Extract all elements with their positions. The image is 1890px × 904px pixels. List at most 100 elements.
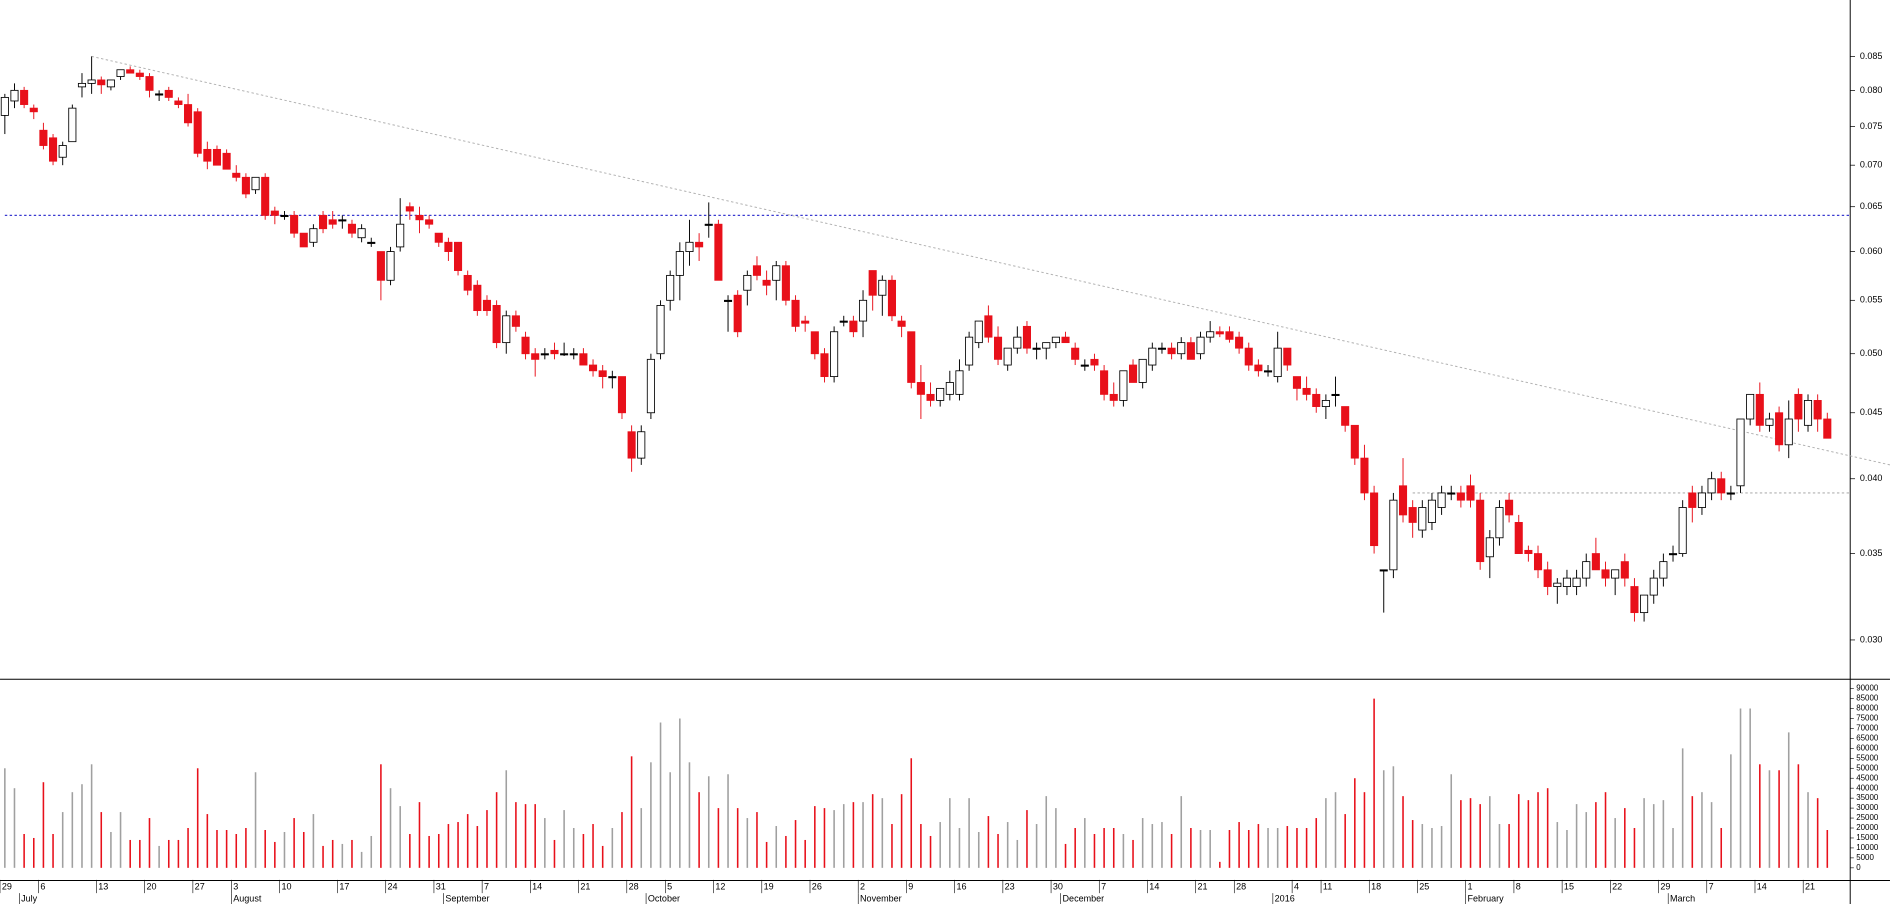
candle-body bbox=[415, 214, 424, 221]
candle-body bbox=[1553, 582, 1562, 587]
y-tick-label: 0.070 bbox=[1860, 160, 1883, 170]
candle-body bbox=[772, 265, 781, 281]
volume-tick-label: 50000 bbox=[1856, 763, 1879, 772]
candle-body bbox=[1794, 393, 1803, 420]
candle-body bbox=[1514, 522, 1523, 554]
candle-body bbox=[1630, 586, 1639, 614]
candle-body bbox=[1090, 358, 1099, 366]
candle-body bbox=[1080, 364, 1089, 367]
candle-body bbox=[1273, 347, 1282, 378]
y-tick-label: 0.030 bbox=[1860, 634, 1883, 644]
candle-body bbox=[1755, 393, 1764, 426]
candle-body bbox=[1813, 400, 1822, 420]
candle-body bbox=[540, 353, 549, 356]
candle-body bbox=[1697, 492, 1706, 508]
candle-body bbox=[1157, 347, 1166, 350]
candle-body bbox=[608, 376, 617, 379]
candle-body bbox=[20, 89, 29, 105]
candle-body bbox=[849, 320, 858, 333]
candle-body bbox=[164, 89, 173, 98]
candle-body bbox=[589, 364, 598, 372]
x-tick-label: 7 bbox=[1709, 882, 1714, 892]
candle-body bbox=[1109, 393, 1118, 401]
candle-body bbox=[1572, 577, 1581, 587]
candle-body bbox=[1427, 499, 1436, 523]
candle-body bbox=[1640, 594, 1649, 614]
volume-tick-label: 30000 bbox=[1856, 803, 1879, 812]
candle-body bbox=[1331, 393, 1340, 397]
candle-body bbox=[1543, 569, 1552, 587]
candle-body bbox=[193, 111, 202, 154]
x-tick-label: 17 bbox=[339, 882, 349, 892]
y-tick-label: 0.080 bbox=[1860, 85, 1883, 95]
volume-tick-label: 80000 bbox=[1856, 704, 1879, 713]
candle-body bbox=[1408, 507, 1417, 523]
y-tick-label: 0.040 bbox=[1860, 473, 1883, 483]
candle-body bbox=[425, 219, 434, 225]
x-tick-label: 20 bbox=[146, 882, 156, 892]
candle-body bbox=[68, 107, 77, 143]
candle-body bbox=[1533, 553, 1543, 571]
candle-body bbox=[1582, 561, 1591, 579]
candle-body bbox=[1611, 569, 1620, 579]
x-tick-label: 27 bbox=[195, 882, 205, 892]
candle-body bbox=[1620, 561, 1629, 579]
candle-body bbox=[434, 232, 443, 243]
candle-body bbox=[1456, 492, 1465, 501]
candle-body bbox=[97, 79, 106, 86]
candle-body bbox=[839, 320, 848, 323]
candle-body bbox=[560, 353, 569, 356]
candle-body bbox=[1466, 485, 1475, 501]
candle-body bbox=[569, 353, 578, 356]
candle-body bbox=[1389, 499, 1398, 571]
candle-body bbox=[1649, 577, 1658, 596]
candle-body bbox=[724, 299, 733, 302]
x-tick-label: 19 bbox=[764, 882, 774, 892]
candle-body bbox=[743, 274, 752, 291]
candle-body bbox=[126, 69, 135, 74]
candle-body bbox=[916, 382, 925, 395]
volume-tick-label: 10000 bbox=[1856, 843, 1879, 852]
x-tick-label: 10 bbox=[281, 882, 291, 892]
x-tick-label: 21 bbox=[1805, 882, 1815, 892]
candle-body bbox=[801, 320, 810, 324]
x-tick-label: 15 bbox=[1564, 882, 1574, 892]
candle-body bbox=[1177, 342, 1186, 355]
candle-body bbox=[695, 241, 704, 248]
volume-tick-label: 70000 bbox=[1856, 724, 1879, 733]
x-tick-label: 8 bbox=[1516, 882, 1521, 892]
y-tick-label: 0.065 bbox=[1860, 201, 1883, 211]
volume-tick-label: 25000 bbox=[1856, 813, 1879, 822]
x-tick-label: 28 bbox=[1236, 882, 1246, 892]
x-tick-label: 21 bbox=[580, 882, 590, 892]
candle-body bbox=[1206, 331, 1215, 338]
x-tick-label: 25 bbox=[1419, 882, 1429, 892]
candle-body bbox=[270, 210, 279, 216]
candle-body bbox=[1678, 507, 1687, 554]
candle-body bbox=[1398, 485, 1408, 516]
candle-body bbox=[376, 251, 385, 281]
candle-body bbox=[1138, 358, 1147, 383]
x-tick-label: 14 bbox=[1149, 882, 1159, 892]
x-tick-label: 7 bbox=[1101, 882, 1106, 892]
x-tick-label: 26 bbox=[812, 882, 822, 892]
candle-body bbox=[1784, 418, 1793, 446]
month-label: February bbox=[1468, 894, 1505, 904]
candle-body bbox=[1341, 406, 1350, 426]
y-tick-label: 0.075 bbox=[1860, 121, 1883, 131]
month-label: August bbox=[233, 894, 262, 904]
candle-body bbox=[897, 320, 906, 327]
candle-body bbox=[1707, 478, 1716, 494]
candle-body bbox=[1283, 347, 1292, 366]
candle-body bbox=[810, 331, 819, 355]
candle-body bbox=[1042, 342, 1051, 349]
candle-body bbox=[1215, 331, 1224, 335]
candle-body bbox=[656, 305, 665, 355]
candle-body bbox=[1302, 387, 1311, 395]
volume-tick-label: 75000 bbox=[1856, 714, 1879, 723]
month-label: December bbox=[1063, 894, 1105, 904]
candle-body bbox=[637, 431, 646, 459]
y-tick-label: 0.060 bbox=[1860, 246, 1883, 256]
x-tick-label: 14 bbox=[532, 882, 542, 892]
